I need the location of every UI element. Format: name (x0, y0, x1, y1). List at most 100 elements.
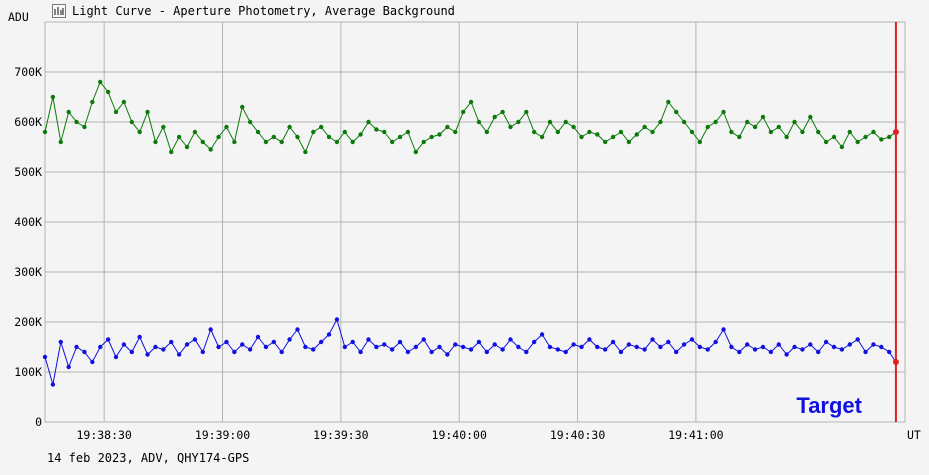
data-point (689, 337, 695, 342)
data-point (90, 359, 95, 365)
data-point (382, 342, 387, 347)
data-point (847, 129, 852, 135)
data-point (626, 342, 632, 347)
data-point (200, 139, 205, 145)
data-point (232, 349, 237, 355)
data-point (500, 347, 505, 352)
data-point (240, 104, 245, 110)
data-point (729, 344, 734, 350)
data-point (484, 129, 490, 135)
x-tick-label: 19:38:30 (76, 428, 131, 442)
data-point (121, 99, 127, 105)
data-point (263, 344, 269, 350)
y-tick-label: 0 (35, 415, 42, 429)
data-point (468, 99, 474, 105)
data-point (326, 134, 332, 140)
data-point (50, 382, 56, 387)
data-point (831, 344, 837, 350)
x-tick-label: 19:39:30 (313, 428, 368, 442)
data-point (508, 124, 513, 130)
data-point (500, 109, 505, 115)
data-point (524, 109, 529, 115)
data-point (476, 119, 482, 125)
data-point (808, 114, 813, 120)
data-point (760, 344, 766, 350)
data-point (800, 347, 805, 352)
y-tick-label: 500K (14, 165, 42, 179)
data-point (823, 139, 829, 145)
data-point (539, 134, 545, 140)
data-point (681, 119, 687, 125)
data-point (42, 129, 48, 135)
data-point (113, 354, 119, 360)
data-point (579, 344, 584, 350)
data-point (169, 149, 174, 155)
data-point (784, 134, 789, 140)
data-point (66, 109, 71, 115)
data-point (318, 339, 324, 345)
data-point (208, 327, 213, 332)
data-point (508, 337, 513, 342)
data-point (216, 344, 221, 350)
data-point (768, 349, 774, 355)
data-point (145, 109, 150, 115)
data-point (752, 124, 758, 130)
data-point (839, 144, 845, 150)
data-point (705, 347, 710, 352)
data-point (816, 349, 821, 355)
data-point (271, 134, 277, 140)
data-point (752, 347, 758, 352)
data-point (760, 114, 766, 120)
data-point (666, 99, 671, 105)
data-point (887, 349, 892, 355)
data-point (855, 139, 860, 145)
data-point (342, 344, 348, 350)
data-point (224, 339, 229, 345)
x-tick-label: 19:41:00 (668, 428, 723, 442)
data-point (121, 342, 127, 347)
data-point (374, 344, 379, 350)
data-point (745, 342, 750, 347)
data-point (137, 129, 142, 135)
data-point (563, 119, 568, 125)
data-point (713, 339, 718, 345)
data-point (90, 99, 95, 105)
data-point (721, 109, 726, 115)
data-point (555, 347, 561, 352)
data-point (642, 347, 647, 352)
x-tick-label: 19:40:00 (432, 428, 487, 442)
data-point (192, 337, 198, 342)
data-point (232, 139, 237, 145)
data-point (800, 129, 805, 135)
data-point (516, 344, 521, 350)
data-point (82, 124, 87, 130)
data-point (816, 129, 821, 135)
data-point (445, 352, 450, 357)
data-point (595, 344, 600, 350)
data-point (602, 347, 608, 352)
data-point (863, 134, 868, 140)
data-point (366, 337, 371, 342)
data-point (879, 344, 884, 350)
data-point (855, 337, 860, 342)
data-point (634, 132, 639, 137)
title-bar: Light Curve - Aperture Photometry, Avera… (52, 4, 455, 18)
data-point (279, 139, 284, 145)
data-point (287, 124, 292, 130)
data-point (200, 349, 205, 355)
data-point (192, 129, 198, 135)
data-point (713, 119, 718, 125)
data-point (184, 144, 190, 150)
x-tick-label: 19:39:00 (195, 428, 250, 442)
data-point (129, 349, 134, 355)
data-point (460, 344, 466, 350)
data-point (350, 339, 355, 345)
data-point (358, 349, 363, 355)
data-point (374, 127, 379, 132)
data-point (382, 129, 387, 135)
data-point (105, 89, 111, 95)
data-point (318, 124, 324, 130)
data-point (610, 339, 616, 345)
